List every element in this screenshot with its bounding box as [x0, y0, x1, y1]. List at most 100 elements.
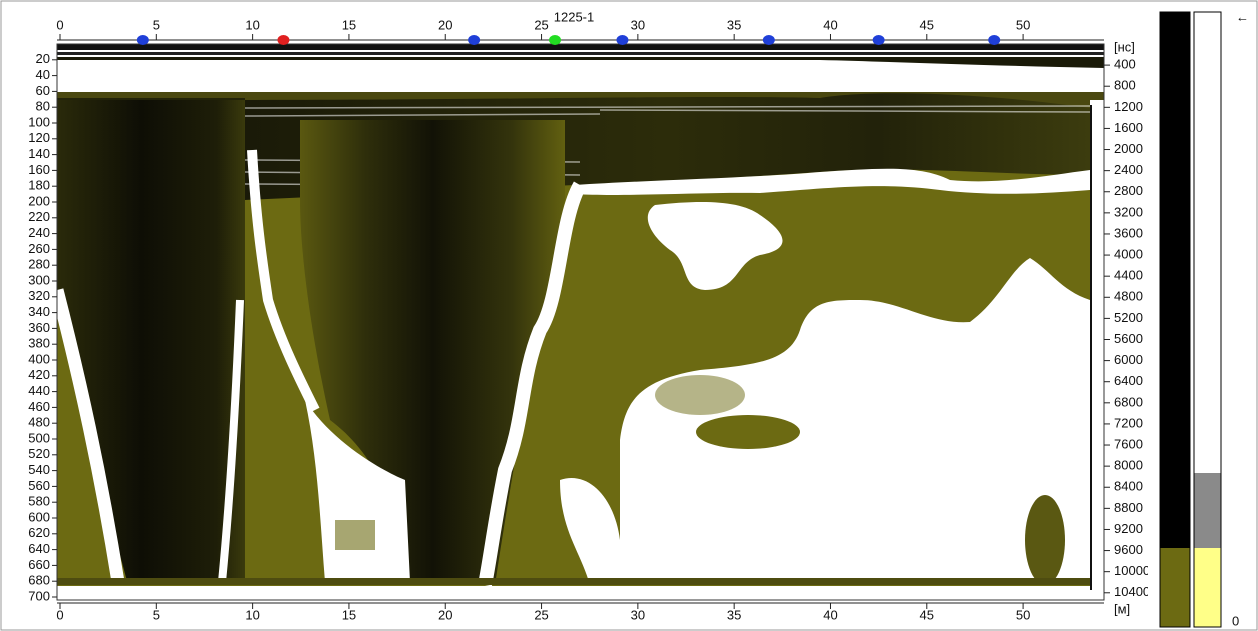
- y-tick-label: 20: [36, 51, 50, 66]
- y-tick-label: 240: [28, 225, 50, 240]
- y-tick-label: 100: [28, 114, 50, 129]
- x-tick-label: 0: [56, 607, 63, 622]
- y2-tick-label: 2400: [1114, 162, 1143, 177]
- x-tick-label-top: 10: [245, 17, 259, 32]
- y-tick-label: 460: [28, 399, 50, 414]
- y2-tick-label: 3200: [1114, 204, 1143, 219]
- y-tick-label: 360: [28, 320, 50, 335]
- y-tick-label: 420: [28, 367, 50, 382]
- y2-tick-label: 2800: [1114, 183, 1143, 198]
- y-tick-label: 200: [28, 193, 50, 208]
- y-tick-label: 60: [36, 83, 50, 98]
- color-scale: ← 0: [1148, 4, 1256, 629]
- y2-tick-label: 9600: [1114, 542, 1143, 557]
- position-marker: [137, 35, 149, 45]
- y2-tick-label: 400: [1114, 57, 1136, 72]
- y2-tick-label: 8800: [1114, 500, 1143, 515]
- y2-tick-label: 7200: [1114, 415, 1143, 430]
- y-tick-label: 300: [28, 272, 50, 287]
- position-marker: [277, 35, 289, 45]
- x-tick-label-top: 15: [342, 17, 356, 32]
- y2-tick-label: 6800: [1114, 394, 1143, 409]
- y-tick-label: 400: [28, 351, 50, 366]
- chart-title: 1225-1: [554, 9, 594, 24]
- x-tick-label: 5: [153, 607, 160, 622]
- y-tick-label: 520: [28, 446, 50, 461]
- y-tick-label: 140: [28, 146, 50, 161]
- y-tick-label: 560: [28, 478, 50, 493]
- y2-tick-label: 10400: [1114, 584, 1150, 599]
- position-marker: [616, 35, 628, 45]
- x-tick-label: 10: [245, 607, 259, 622]
- y2-tick-label: 4000: [1114, 247, 1143, 262]
- y-tick-label: 700: [28, 588, 50, 603]
- y2-tick-label: 1200: [1114, 99, 1143, 114]
- y2-tick-label: 800: [1114, 78, 1136, 93]
- y-tick-label: 120: [28, 130, 50, 145]
- y-tick-label: 620: [28, 525, 50, 540]
- y2-tick-label: 7600: [1114, 436, 1143, 451]
- y2-tick-label: 4400: [1114, 268, 1143, 283]
- position-marker: [468, 35, 480, 45]
- y2-tick-label: 3600: [1114, 225, 1143, 240]
- y-tick-label: 160: [28, 162, 50, 177]
- y2-tick-label: 4800: [1114, 289, 1143, 304]
- x-tick-label-top: 5: [153, 17, 160, 32]
- scale-top-label: ←: [1236, 9, 1249, 24]
- y2-tick-label: 6400: [1114, 373, 1143, 388]
- y-tick-label: 220: [28, 209, 50, 224]
- x-tick-label-top: 45: [920, 17, 934, 32]
- x-tick-label-top: 30: [631, 17, 645, 32]
- y-tick-label: 40: [36, 67, 50, 82]
- chart: 1225-1 [нс] [м] 0 0 5 5 10 10 15 15 20 20 25 25 30 30…: [0, 0, 1258, 631]
- y2-tick-label: 6000: [1114, 352, 1143, 367]
- x-tick-label: 15: [342, 607, 356, 622]
- y2-tick-label: 1600: [1114, 120, 1143, 135]
- y-tick-label: 680: [28, 573, 50, 588]
- y2-tick-label: 10000: [1114, 563, 1150, 578]
- y2-tick-label: 9200: [1114, 521, 1143, 536]
- y-tick-label: 600: [28, 509, 50, 524]
- radargram-image: [57, 44, 1104, 600]
- page: {"chart_data": { "type": "radargram", "t…: [0, 0, 1258, 631]
- y-tick-label: 480: [28, 415, 50, 430]
- y-tick-label: 80: [36, 99, 50, 114]
- x-axis-label: [м]: [1114, 601, 1130, 616]
- y-tick-label: 660: [28, 557, 50, 572]
- y-tick-label: 640: [28, 541, 50, 556]
- y2-axis-label: [нс]: [1114, 39, 1135, 54]
- y2-tick-label: 2000: [1114, 141, 1143, 156]
- y-tick-label: 580: [28, 494, 50, 509]
- y2-tick-label: 5200: [1114, 310, 1143, 325]
- x-tick-label-top: 0: [56, 17, 63, 32]
- y-tick-label: 380: [28, 336, 50, 351]
- x-tick-label: 35: [727, 607, 741, 622]
- y-tick-label: 260: [28, 241, 50, 256]
- x-tick-label: 45: [920, 607, 934, 622]
- y2-tick-label: 8000: [1114, 458, 1143, 473]
- x-tick-label-top: 20: [438, 17, 452, 32]
- x-tick-label: 25: [534, 607, 548, 622]
- y-tick-label: 280: [28, 257, 50, 272]
- y-tick-label: 340: [28, 304, 50, 319]
- x-tick-label: 50: [1016, 607, 1030, 622]
- y-tick-label: 180: [28, 178, 50, 193]
- position-marker: [763, 35, 775, 45]
- x-tick-label: 40: [823, 607, 837, 622]
- y2-tick-label: 8400: [1114, 479, 1143, 494]
- position-marker: [988, 35, 1000, 45]
- x-tick-label-top: 35: [727, 17, 741, 32]
- x-tick-label-top: 40: [823, 17, 837, 32]
- x-tick-label-top: 25: [534, 17, 548, 32]
- y-tick-label: 320: [28, 288, 50, 303]
- y2-tick-label: 5600: [1114, 331, 1143, 346]
- scale-bottom-label: 0: [1232, 613, 1239, 628]
- x-tick-label: 30: [631, 607, 645, 622]
- x-tick-label-top: 50: [1016, 17, 1030, 32]
- position-marker: [873, 35, 885, 45]
- y-tick-label: 500: [28, 430, 50, 445]
- y-tick-label: 540: [28, 462, 50, 477]
- y-tick-label: 440: [28, 383, 50, 398]
- x-tick-label: 20: [438, 607, 452, 622]
- position-marker: [549, 35, 561, 45]
